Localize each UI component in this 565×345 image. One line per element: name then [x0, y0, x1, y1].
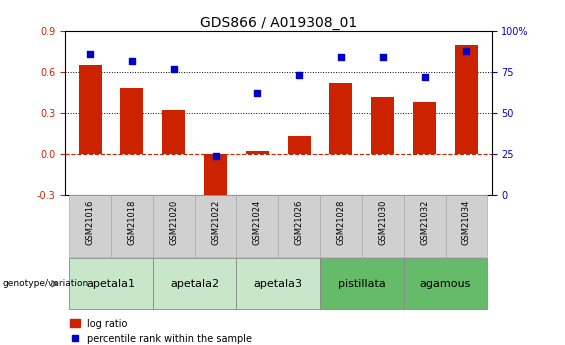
- Title: GDS866 / A019308_01: GDS866 / A019308_01: [199, 16, 357, 30]
- Text: GSM21028: GSM21028: [337, 200, 345, 245]
- Point: [211, 153, 220, 158]
- Text: apetala2: apetala2: [170, 279, 219, 289]
- Bar: [279, 195, 320, 257]
- Bar: [153, 195, 194, 257]
- Bar: [120, 88, 144, 154]
- Text: GSM21016: GSM21016: [85, 200, 94, 245]
- Text: agamous: agamous: [420, 279, 471, 289]
- Bar: [413, 102, 436, 154]
- Text: GSM21032: GSM21032: [420, 200, 429, 245]
- Point: [169, 66, 178, 71]
- Bar: [320, 195, 362, 257]
- Text: GSM21024: GSM21024: [253, 200, 262, 245]
- Text: GSM21030: GSM21030: [379, 200, 388, 245]
- Bar: [320, 258, 404, 309]
- Bar: [329, 83, 353, 154]
- Text: GSM21020: GSM21020: [169, 200, 178, 245]
- Bar: [79, 65, 102, 154]
- Text: apetala1: apetala1: [86, 279, 136, 289]
- Text: genotype/variation: genotype/variation: [3, 279, 89, 288]
- Text: GSM21018: GSM21018: [127, 200, 136, 245]
- Bar: [111, 195, 153, 257]
- Text: GSM21034: GSM21034: [462, 200, 471, 245]
- Point: [420, 74, 429, 80]
- Bar: [404, 195, 446, 257]
- Text: apetala3: apetala3: [254, 279, 303, 289]
- Legend: log ratio, percentile rank within the sample: log ratio, percentile rank within the sa…: [70, 319, 253, 344]
- Bar: [455, 45, 478, 154]
- Bar: [246, 151, 269, 154]
- Bar: [153, 258, 236, 309]
- Bar: [204, 154, 227, 205]
- Text: GSM21022: GSM21022: [211, 200, 220, 245]
- Point: [127, 58, 136, 63]
- Bar: [236, 258, 320, 309]
- Bar: [288, 136, 311, 154]
- Bar: [236, 195, 279, 257]
- Point: [253, 91, 262, 96]
- Point: [379, 55, 388, 60]
- Point: [337, 55, 346, 60]
- Point: [85, 51, 94, 57]
- Text: pistillata: pistillata: [338, 279, 386, 289]
- Point: [462, 48, 471, 53]
- Bar: [362, 195, 404, 257]
- Bar: [371, 97, 394, 154]
- Bar: [69, 195, 111, 257]
- Bar: [162, 110, 185, 154]
- Bar: [446, 195, 488, 257]
- Bar: [69, 258, 153, 309]
- Bar: [194, 195, 236, 257]
- Bar: [404, 258, 488, 309]
- Text: GSM21026: GSM21026: [295, 200, 303, 245]
- Point: [295, 72, 304, 78]
